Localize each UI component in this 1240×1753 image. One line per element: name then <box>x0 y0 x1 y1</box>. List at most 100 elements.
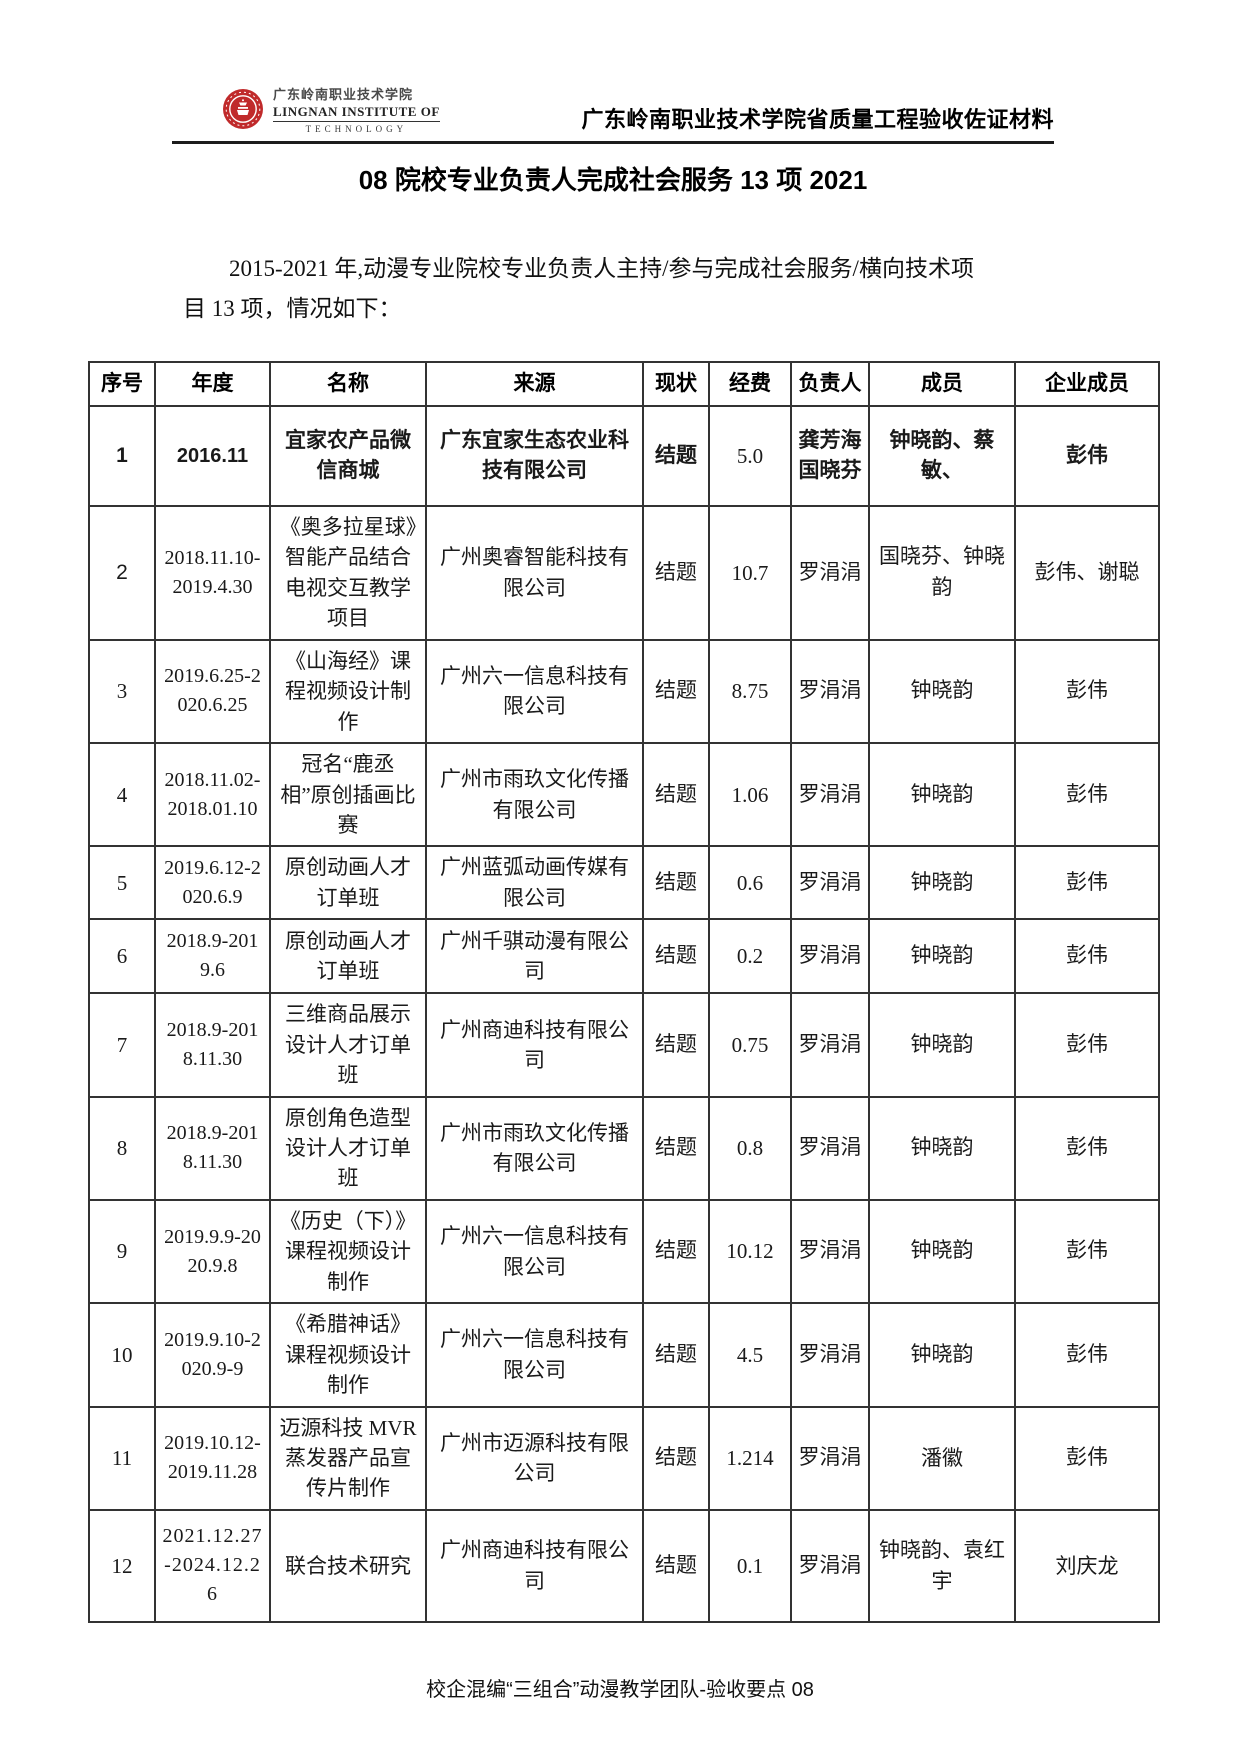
cell-members: 钟晓韵 <box>868 1095 1016 1201</box>
cell-fee: 1.214 <box>708 1405 792 1511</box>
cell-fee: 4.5 <box>708 1302 792 1408</box>
cell-corp: 彭伟 <box>1014 992 1160 1098</box>
cell-status: 结题 <box>642 918 710 995</box>
cell-leader: 罗涓涓 <box>790 1405 870 1511</box>
cell-year: 2019.6.25-2020.6.25 <box>154 638 271 745</box>
table-header-row: 序号 年度 名称 来源 现状 经费 负责人 成员 企业成员 <box>88 361 1160 408</box>
cell-seq: 12 <box>88 1508 156 1623</box>
cell-leader: 龚芳海国晓芬 <box>790 405 870 508</box>
school-seal-icon <box>223 89 263 129</box>
col-header-members: 成员 <box>868 361 1016 408</box>
cell-year: 2018.11.10-2019.4.30 <box>154 505 271 641</box>
cell-name: 冠名“鹿丞相”原创插画比赛 <box>269 742 427 848</box>
table-row: 7 2018.9-2018.11.30 三维商品展示设计人才订单班 广州商迪科技… <box>88 992 1160 1098</box>
cell-year: 2019.6.12-2020.6.9 <box>154 845 271 921</box>
intro-line-1: 2015-2021 年,动漫专业院校专业负责人主持/参与完成社会服务/横向技术项 <box>229 256 974 281</box>
cell-corp: 彭伟 <box>1014 742 1160 848</box>
cell-year: 2019.9.10-2020.9-9 <box>154 1302 271 1408</box>
table-row: 3 2019.6.25-2020.6.25 《山海经》课程视频设计制作 广州六一… <box>88 638 1160 745</box>
intro-paragraph: 2015-2021 年,动漫专业院校专业负责人主持/参与完成社会服务/横向技术项… <box>183 249 1058 329</box>
social-service-table: 序号 年度 名称 来源 现状 经费 负责人 成员 企业成员 1 2016.11 … <box>88 361 1160 1623</box>
cell-source: 广州奥睿智能科技有限公司 <box>425 505 644 641</box>
cell-source: 广东宜家生态农业科技有限公司 <box>425 405 644 508</box>
cell-year: 2019.10.12-2019.11.28 <box>154 1405 271 1511</box>
school-logo: 广东岭南职业技术学院 LINGNAN INSTITUTE OF TECHNOLO… <box>222 84 440 134</box>
cell-source: 广州市迈源科技有限公司 <box>425 1405 644 1511</box>
cell-members: 钟晓韵 <box>868 1302 1016 1408</box>
cell-members: 钟晓韵 <box>868 918 1016 995</box>
cell-name: 《山海经》课程视频设计制作 <box>269 638 427 745</box>
cell-seq: 8 <box>88 1095 156 1201</box>
cell-seq: 7 <box>88 992 156 1098</box>
cell-corp: 彭伟 <box>1014 1405 1160 1511</box>
table-row: 2 2018.11.10-2019.4.30 《奥多拉星球》智能产品结合电视交互… <box>88 505 1160 641</box>
cell-year: 2018.9-2018.11.30 <box>154 1095 271 1201</box>
cell-year: 2021.12.27-2024.12.26 <box>154 1508 271 1623</box>
col-header-seq: 序号 <box>88 361 156 408</box>
cell-fee: 0.75 <box>708 992 792 1098</box>
cell-corp: 彭伟 <box>1014 845 1160 921</box>
cell-status: 结题 <box>642 742 710 848</box>
col-header-status: 现状 <box>642 361 710 408</box>
cell-fee: 0.8 <box>708 1095 792 1201</box>
cell-members: 钟晓韵、袁红宇 <box>868 1508 1016 1623</box>
cell-leader: 罗涓涓 <box>790 845 870 921</box>
cell-source: 广州商迪科技有限公司 <box>425 992 644 1098</box>
cell-fee: 0.1 <box>708 1508 792 1623</box>
header-document-category: 广东岭南职业技术学院省质量工程验收佐证材料 <box>581 107 1054 132</box>
cell-name: 迈源科技 MVR 蒸发器产品宣传片制作 <box>269 1405 427 1511</box>
header-row: 广东岭南职业技术学院 LINGNAN INSTITUTE OF TECHNOLO… <box>172 84 1054 144</box>
cell-fee: 10.7 <box>708 505 792 641</box>
school-name-en-line2: TECHNOLOGY <box>305 124 408 134</box>
cell-leader: 罗涓涓 <box>790 1508 870 1623</box>
cell-source: 广州市雨玖文化传播有限公司 <box>425 742 644 848</box>
cell-name: 联合技术研究 <box>269 1508 427 1623</box>
cell-name: 原创动画人才订单班 <box>269 845 427 921</box>
intro-line-2: 目 13 项，情况如下： <box>183 296 402 322</box>
table-row: 1 2016.11 宜家农产品微信商城 广东宜家生态农业科技有限公司 结题 5.… <box>88 405 1160 508</box>
col-header-corp: 企业成员 <box>1014 361 1160 408</box>
cell-name: 《奥多拉星球》智能产品结合电视交互教学项目 <box>269 505 427 641</box>
cell-seq: 11 <box>88 1405 156 1511</box>
table-row: 10 2019.9.10-2020.9-9 《希腊神话》课程视频设计制作 广州六… <box>88 1302 1160 1408</box>
cell-leader: 罗涓涓 <box>790 638 870 745</box>
cell-corp: 彭伟、谢聪 <box>1014 505 1160 641</box>
cell-year: 2019.9.9-2020.9.8 <box>154 1198 271 1305</box>
cell-status: 结题 <box>642 1198 710 1305</box>
cell-fee: 0.6 <box>708 845 792 921</box>
cell-year: 2018.9-2019.6 <box>154 918 271 995</box>
cell-members: 钟晓韵 <box>868 742 1016 848</box>
cell-status: 结题 <box>642 845 710 921</box>
cell-fee: 1.06 <box>708 742 792 848</box>
cell-name: 《历史（下）》课程视频设计制作 <box>269 1198 427 1305</box>
cell-members: 钟晓韵 <box>868 638 1016 745</box>
cell-seq: 1 <box>88 405 156 508</box>
page-header: 广东岭南职业技术学院 LINGNAN INSTITUTE OF TECHNOLO… <box>172 84 1054 144</box>
cell-status: 结题 <box>642 505 710 641</box>
cell-leader: 罗涓涓 <box>790 1095 870 1201</box>
cell-year: 2016.11 <box>154 405 271 508</box>
table-row: 6 2018.9-2019.6 原创动画人才订单班 广州千骐动漫有限公司 结题 … <box>88 918 1160 995</box>
cell-seq: 3 <box>88 638 156 745</box>
school-name-en-line1: LINGNAN INSTITUTE OF <box>273 104 440 122</box>
col-header-leader: 负责人 <box>790 361 870 408</box>
cell-seq: 9 <box>88 1198 156 1305</box>
cell-leader: 罗涓涓 <box>790 505 870 641</box>
cell-seq: 4 <box>88 742 156 848</box>
cell-status: 结题 <box>642 1405 710 1511</box>
table-row: 12 2021.12.27-2024.12.26 联合技术研究 广州商迪科技有限… <box>88 1508 1160 1623</box>
cell-fee: 5.0 <box>708 405 792 508</box>
table-row: 8 2018.9-2018.11.30 原创角色造型设计人才订单班 广州市雨玖文… <box>88 1095 1160 1201</box>
cell-leader: 罗涓涓 <box>790 918 870 995</box>
table-row: 4 2018.11.02-2018.01.10 冠名“鹿丞相”原创插画比赛 广州… <box>88 742 1160 848</box>
cell-status: 结题 <box>642 1302 710 1408</box>
cell-name: 原创角色造型设计人才订单班 <box>269 1095 427 1201</box>
cell-source: 广州六一信息科技有限公司 <box>425 1302 644 1408</box>
cell-seq: 2 <box>88 505 156 641</box>
cell-source: 广州六一信息科技有限公司 <box>425 638 644 745</box>
cell-members: 钟晓韵 <box>868 1198 1016 1305</box>
cell-members: 钟晓韵 <box>868 845 1016 921</box>
cell-corp: 彭伟 <box>1014 638 1160 745</box>
cell-status: 结题 <box>642 1095 710 1201</box>
